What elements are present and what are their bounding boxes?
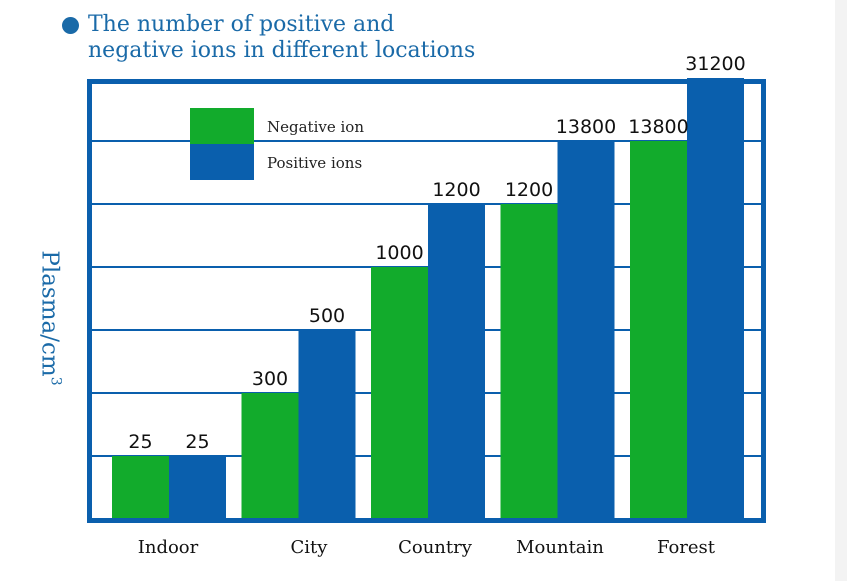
data-label: 1000 xyxy=(375,242,423,264)
bar-city-negative xyxy=(241,393,299,520)
bar-mountain-negative xyxy=(500,204,558,520)
bar-mountain-positive xyxy=(557,141,615,520)
legend: Negative ion Positive ions xyxy=(190,108,364,180)
category-label-indoor: Indoor xyxy=(138,537,199,558)
data-labels: 25 25 300 500 1000 1200 1200 13800 13800 31200 xyxy=(128,53,745,453)
data-label: 500 xyxy=(309,305,345,327)
data-label: 25 xyxy=(128,431,152,453)
data-label: 13800 xyxy=(628,116,688,138)
category-label-mountain: Mountain xyxy=(516,537,604,558)
category-labels: Indoor City Country Mountain Forest xyxy=(138,537,716,558)
data-label: 25 xyxy=(185,431,209,453)
bars xyxy=(112,78,744,520)
bar-indoor-positive xyxy=(169,456,226,520)
data-label: 1200 xyxy=(432,179,480,201)
category-label-country: Country xyxy=(398,537,473,558)
data-label: 300 xyxy=(252,368,288,390)
plot-frame xyxy=(87,79,766,523)
bar-forest-negative xyxy=(630,141,687,520)
legend-label: Negative ion xyxy=(267,118,364,136)
bar-country-positive xyxy=(428,204,485,520)
bar-forest-positive xyxy=(687,78,744,520)
legend-swatch xyxy=(190,108,254,144)
category-label-forest: Forest xyxy=(657,537,716,558)
right-edge-strip xyxy=(835,0,847,581)
data-label: 13800 xyxy=(556,116,616,138)
bar-indoor-negative xyxy=(112,456,169,520)
title-line-2: negative ions in different locations xyxy=(88,38,476,63)
bar-city-positive xyxy=(298,330,356,520)
data-label: 31200 xyxy=(685,53,745,75)
category-label-city: City xyxy=(291,537,329,558)
data-label: 1200 xyxy=(505,179,553,201)
bar-country-negative xyxy=(371,267,428,520)
title-bullet-icon xyxy=(62,17,79,34)
legend-swatch xyxy=(190,144,254,180)
legend-label: Positive ions xyxy=(267,154,362,172)
title-line-1: The number of positive and xyxy=(88,12,395,37)
